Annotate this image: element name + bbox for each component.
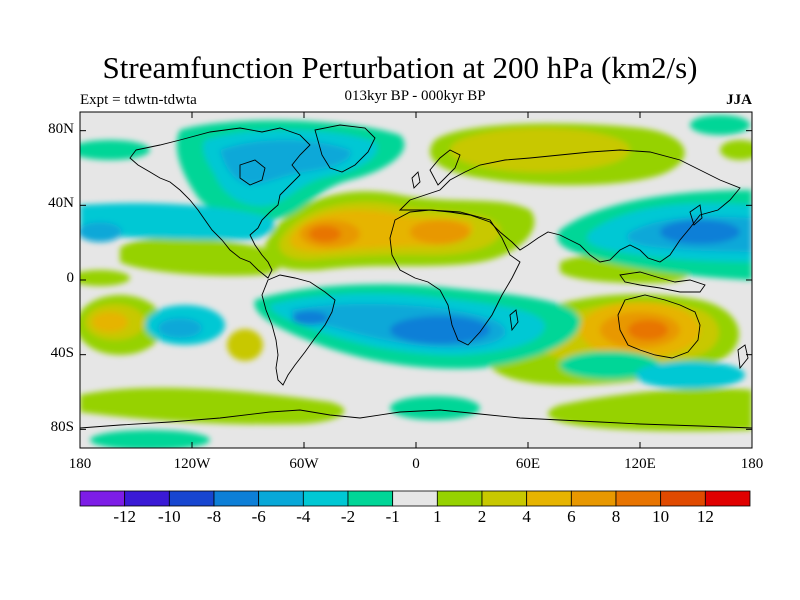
coast-north-america: [129, 127, 311, 279]
subtitle: 013kyr BP - 000kyr BP: [344, 88, 486, 104]
pos-region-south-pacific-east: [227, 329, 263, 361]
contour-field: [80, 115, 752, 448]
colorbar-label: -8: [206, 507, 222, 526]
colorbar-label: 10: [652, 507, 670, 526]
coast-africa: [389, 209, 521, 346]
colorbar-label: 6: [567, 507, 576, 526]
neg-region-far-south: [90, 430, 210, 448]
pos-core-sahara: [410, 220, 470, 244]
pos-core-australia-2: [628, 320, 668, 340]
coast-antarctica: [80, 409, 752, 429]
y-tick-label: 40S: [50, 344, 74, 361]
colorbar-label: -10: [157, 507, 181, 526]
colorbar-swatch: [168, 490, 215, 507]
coast-madagascar: [509, 309, 519, 332]
colorbar-swatch: [79, 490, 126, 507]
chart-title: Streamfunction Perturbation at 200 hPa (…: [102, 50, 698, 85]
neg-region-west-pacific: [80, 222, 122, 242]
colorbar-swatch: [436, 490, 483, 507]
x-tick-label: 60W: [289, 456, 319, 472]
neg-core-south-atlantic-west: [292, 311, 328, 325]
coast-australia: [617, 294, 701, 359]
colorbar-label: -6: [251, 507, 266, 526]
axis-ticks: [79, 112, 753, 448]
coast-greenland: [314, 124, 376, 173]
colorbar-label: 2: [477, 507, 487, 526]
experiment-label: Expt = tdwtn-tdwta: [80, 92, 197, 108]
coastlines: [80, 124, 752, 429]
x-tick-label: 60E: [515, 456, 541, 472]
colorbar-swatch: [124, 490, 170, 507]
pos-region-south-band-east: [548, 388, 752, 432]
colorbar-label: 8: [611, 507, 621, 526]
y-tick-label: 0: [66, 270, 75, 286]
colorbar-label: -4: [296, 507, 311, 526]
season-label: JJA: [726, 92, 752, 108]
coast-indonesia: [619, 271, 706, 293]
pos-region-siberia-east: [720, 140, 752, 160]
colorbar-swatch: [302, 490, 349, 507]
neg-core-north-pacific: [660, 220, 740, 244]
colorbar-swatch: [660, 490, 706, 507]
colorbar-label: -2: [340, 507, 356, 526]
y-tick-label: 40N: [48, 195, 74, 212]
neg-region-arctic-na-3: [220, 139, 351, 185]
pos-core-south-pacific: [92, 312, 128, 332]
pos-region-tropical-pacific-west: [80, 270, 130, 286]
pos-core-atlantic-2: [309, 226, 341, 242]
neg-core-south-atlantic: [390, 316, 490, 344]
colorbar-swatch: [258, 490, 304, 507]
colorbar-swatch: [347, 490, 394, 507]
coast-eurasia: [398, 149, 741, 263]
y-tick-label: 80N: [48, 120, 74, 137]
colorbar-swatch: [704, 490, 751, 507]
colorbar-swatch: [570, 490, 617, 507]
x-tick-label: 120W: [173, 456, 211, 472]
x-tick-label: 180: [740, 456, 764, 472]
coast-japan: [689, 204, 703, 226]
neg-region-pacific-band: [80, 203, 275, 240]
colorbar: [79, 490, 751, 507]
y-tick-label: 80S: [50, 419, 74, 436]
neg-region-southern-pacific-east: [635, 361, 745, 389]
colorbar-label: -1: [385, 507, 400, 526]
neg-region-southern-ocean: [390, 396, 480, 420]
neg-region-indian-ocean: [560, 351, 660, 379]
neg-region-southwest-pacific-2: [158, 318, 202, 338]
colorbar-label: 4: [522, 507, 531, 526]
neg-region-arctic-east: [690, 115, 750, 135]
colorbar-label: 1: [433, 507, 442, 526]
x-tick-label: 180: [68, 456, 92, 472]
colorbar-swatch: [213, 490, 260, 507]
coast-south-america: [261, 274, 336, 386]
colorbar-swatch: [615, 490, 662, 507]
pos-region-south-band: [80, 387, 345, 425]
x-tick-label: 120E: [624, 456, 656, 472]
coast-new-zealand: [737, 344, 749, 370]
colorbar-label: -12: [113, 507, 136, 526]
pos-region-pacific-north: [120, 237, 283, 276]
pos-core-siberia: [450, 128, 630, 172]
colorbar-swatch: [481, 490, 528, 507]
coast-hudson: [239, 159, 266, 186]
colorbar-swatch: [526, 490, 572, 507]
coast-scandinavia: [429, 149, 461, 186]
x-tick-label: 0: [412, 456, 420, 472]
colorbar-label: 12: [696, 507, 714, 526]
coast-britain: [411, 171, 421, 189]
colorbar-swatch: [392, 490, 438, 507]
